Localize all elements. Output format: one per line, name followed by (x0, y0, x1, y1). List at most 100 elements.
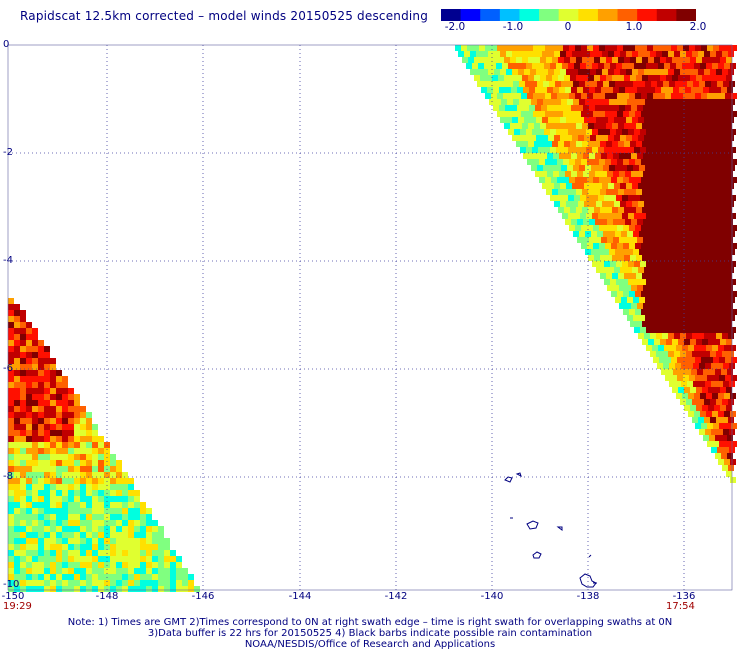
swath-cell (532, 63, 538, 69)
swath-cell (552, 141, 558, 147)
swath-cell (74, 400, 80, 406)
swath-cell (717, 297, 723, 303)
swath-cell (722, 183, 728, 189)
swath-cell (691, 237, 697, 243)
swath-cell (718, 279, 724, 285)
swath-cell (80, 586, 86, 592)
swath-cell (728, 465, 734, 471)
swath-cell (56, 562, 62, 568)
swath-cell (104, 556, 110, 562)
swath-cell (600, 273, 606, 279)
swath-cell (650, 267, 656, 273)
swath-cell (598, 261, 604, 267)
swath-cell (675, 249, 681, 255)
swath-cell (701, 375, 707, 381)
swath-cell (98, 574, 104, 580)
swath-cell (655, 153, 661, 159)
swath-cell (610, 129, 616, 135)
swath-cell (719, 45, 725, 51)
swath-cell (98, 550, 104, 556)
swath-cell (110, 484, 116, 490)
x-tick-label: -148 (95, 591, 119, 602)
swath-cell (679, 303, 685, 309)
swath-cell (714, 141, 720, 147)
swath-cell (629, 177, 635, 183)
swath-cell (8, 406, 14, 412)
swath-cell (657, 297, 663, 303)
swath-cell (593, 93, 599, 99)
swath-cell (14, 310, 20, 316)
swath-cell (146, 550, 152, 556)
swath-cell (665, 291, 671, 297)
swath-cell (673, 153, 679, 159)
swath-cell (728, 201, 734, 207)
swath-cell (44, 490, 50, 496)
swath-cell (522, 75, 528, 81)
swath-cell (613, 237, 619, 243)
swath-cell (580, 147, 586, 153)
swath-cell (623, 177, 629, 183)
swath-cell (32, 484, 38, 490)
swath-cell (624, 141, 630, 147)
swath-cell (688, 345, 694, 351)
swath-cell (654, 57, 660, 63)
swath-cell (658, 63, 664, 69)
swath-cell (68, 394, 74, 400)
swath-cell (687, 249, 693, 255)
swath-cell (720, 75, 726, 81)
swath-cell (651, 297, 657, 303)
swath-cell (648, 339, 654, 345)
swath-cell (116, 490, 122, 496)
swath-cell (146, 544, 152, 550)
swath-cell (665, 177, 671, 183)
swath-cell (713, 93, 719, 99)
colorbar-swatch (519, 9, 540, 21)
swath-cell (38, 520, 44, 526)
swath-cell (634, 261, 640, 267)
swath-cell (609, 81, 615, 87)
swath-cell (669, 315, 675, 321)
swath-cell (116, 532, 122, 538)
swath-cell (719, 309, 725, 315)
swath-cell (134, 508, 140, 514)
swath-cell (26, 466, 32, 472)
swath-cell (485, 45, 491, 51)
swath-cell (685, 105, 691, 111)
swath-cell (50, 568, 56, 574)
swath-cell (663, 165, 669, 171)
swath-cell (689, 111, 695, 117)
swath-cell (486, 75, 492, 81)
swath-cell (68, 472, 74, 478)
swath-cell (624, 207, 630, 213)
swath-cell (8, 418, 14, 424)
swath-cell (686, 333, 692, 339)
swath-cell (68, 586, 74, 592)
swath-cell (544, 147, 550, 153)
swath-cell (605, 177, 611, 183)
swath-cell (653, 111, 659, 117)
swath-cell (721, 369, 727, 375)
colorbar-swatch (480, 9, 501, 21)
swath-cell (523, 87, 529, 93)
swath-cell (110, 508, 116, 514)
swath-cell (696, 75, 702, 81)
swath-cell (86, 556, 92, 562)
swath-cell (651, 249, 657, 255)
swath-cell (14, 574, 20, 580)
swath-cell (20, 538, 26, 544)
swath-cell (681, 165, 687, 171)
swath-cell (551, 45, 557, 51)
swath-cell (68, 490, 74, 496)
swath-cell (182, 568, 188, 574)
swath-cell (152, 568, 158, 574)
swath-cell (646, 129, 652, 135)
swath-cell (8, 556, 14, 562)
swath-cell (56, 520, 62, 526)
swath-cell (687, 99, 693, 105)
swath-cell (74, 448, 80, 454)
swath-cell (14, 478, 20, 484)
swath-cell (723, 81, 729, 87)
swath-cell (606, 57, 612, 63)
swath-cell (50, 496, 56, 502)
swath-cell (635, 225, 641, 231)
